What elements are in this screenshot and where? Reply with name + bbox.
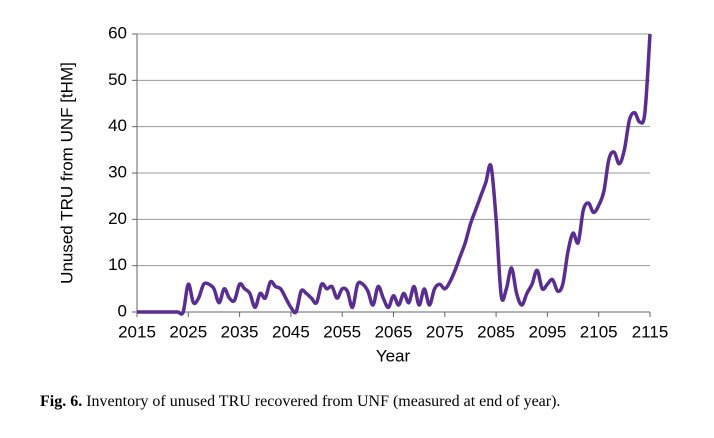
y-tick-label: 20	[108, 209, 127, 228]
x-tick-label: 2085	[477, 322, 515, 341]
x-tick-label: 2095	[528, 322, 566, 341]
x-tick-label: 2115	[632, 322, 669, 341]
x-tick-label: 2055	[323, 322, 361, 341]
x-tick-label: 2025	[169, 322, 207, 341]
x-tick-label: 2105	[580, 322, 618, 341]
y-tick-label: 60	[108, 23, 127, 42]
x-tick-label: 2045	[272, 322, 310, 341]
y-tick-label: 0	[118, 301, 127, 320]
caption: Fig. 6. Inventory of unused TRU recovere…	[40, 393, 560, 411]
x-tick-label: 2035	[221, 322, 259, 341]
x-tick-label: 2015	[118, 322, 156, 341]
caption-label: Fig. 6.	[40, 393, 83, 410]
x-tick-label: 2065	[375, 322, 413, 341]
y-tick-label: 10	[108, 255, 127, 274]
y-tick-label: 50	[108, 70, 127, 89]
y-tick-label: 30	[108, 162, 127, 181]
x-tick-label: 2075	[426, 322, 464, 341]
y-axis-label: Unused TRU from UNF [tHM]	[57, 62, 76, 284]
caption-text: Inventory of unused TRU recovered from U…	[86, 393, 561, 410]
y-tick-label: 40	[108, 116, 127, 135]
x-axis-label: Year	[376, 346, 411, 365]
chart: Unused TRU from UNF [tHM] Year 0 10 20 30 40…	[57, 23, 669, 365]
data-line	[136, 33, 652, 316]
